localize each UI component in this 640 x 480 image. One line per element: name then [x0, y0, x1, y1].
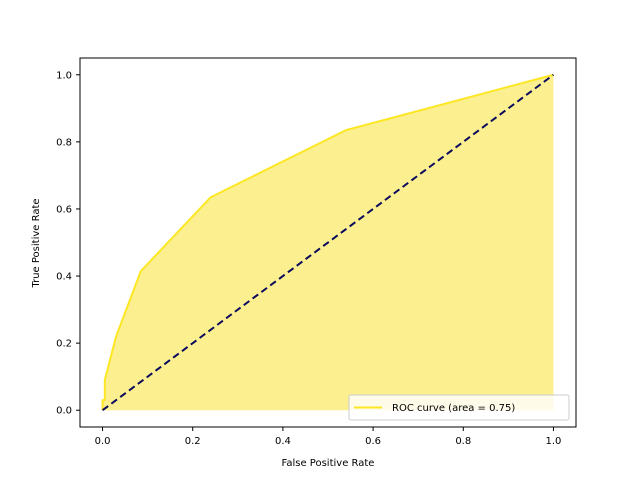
axes-frame	[79, 57, 577, 428]
roc-curve-line	[101, 73, 554, 411]
legend-label-roc: ROC curve (area = 0.75)	[392, 403, 515, 414]
x-tick-label: 0.4	[275, 436, 291, 447]
y-tick-label: 0.6	[56, 204, 72, 215]
legend-box	[348, 394, 570, 421]
x-axis-label: False Positive Rate	[282, 458, 375, 469]
legend: ROC curve (area = 0.75)	[348, 394, 570, 421]
y-tick-label: 0.8	[56, 137, 72, 148]
y-tick-label: 0.0	[56, 406, 72, 417]
axis-ticks: 0.0 0.2 0.4 0.6 0.8 1.0 0.0 0.2 0.4 0.6 0.8 1.0	[56, 70, 561, 447]
y-tick-label: 0.4	[56, 272, 72, 283]
x-tick-label: 0.8	[455, 436, 471, 447]
x-tick-label: 0.2	[185, 436, 201, 447]
x-tick-label: 0.0	[95, 436, 111, 447]
y-tick-label: 1.0	[56, 70, 72, 81]
x-tick-label: 1.0	[546, 436, 562, 447]
plot-area	[101, 73, 555, 412]
diagonal-reference-line	[101, 73, 555, 412]
x-tick-label: 0.6	[365, 436, 381, 447]
y-tick-label: 0.2	[56, 339, 72, 350]
y-axis-label: True Positive Rate	[31, 198, 42, 288]
